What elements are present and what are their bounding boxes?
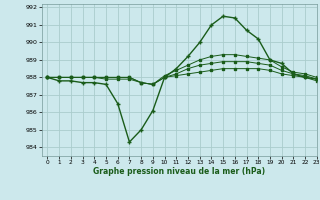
X-axis label: Graphe pression niveau de la mer (hPa): Graphe pression niveau de la mer (hPa) [93,167,265,176]
